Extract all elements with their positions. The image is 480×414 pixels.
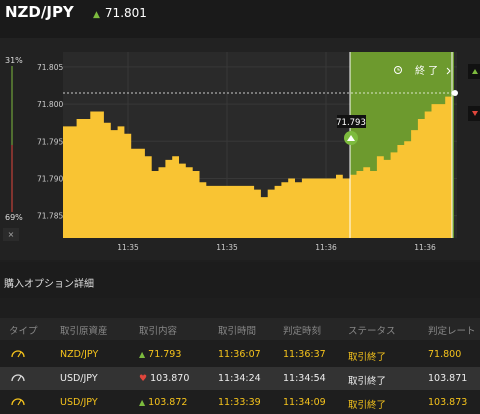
col-asset: 取引原資産	[60, 326, 108, 337]
row-pair: NZD/JPY	[60, 349, 99, 360]
col-content: 取引内容	[139, 326, 178, 337]
row-content: ♥ 103.870	[139, 373, 189, 384]
live-rate: ▲ 71.801	[93, 6, 147, 20]
row-content: ▲ 103.872	[139, 397, 187, 408]
gauge-icon	[11, 374, 25, 382]
row-trade-time: 11:33:39	[218, 397, 261, 408]
gauge-icon	[11, 398, 25, 406]
col-type: タイプ	[9, 326, 38, 337]
col-judge-rate: 判定レート	[428, 326, 476, 337]
table-row[interactable]: NZD/JPY ▲ 71.793 11:36:07 11:36:37 取引終了 7…	[0, 343, 480, 366]
row-trade-time: 11:34:24	[218, 373, 261, 384]
row-status: 取引終了	[348, 352, 387, 363]
x-tick-label: 11:35	[216, 243, 238, 252]
close-chart-button[interactable]: ×	[3, 228, 19, 241]
col-trade-time: 取引時間	[218, 326, 257, 337]
chevron-right-icon	[446, 67, 451, 75]
row-judge-rate: 103.871	[428, 373, 468, 384]
x-tick-label: 11:36	[315, 243, 337, 252]
row-judge-time: 11:34:09	[283, 397, 326, 408]
section-header: 購入オプション詳細	[0, 262, 480, 298]
x-axis: 11:35 11:35 11:36 11:36	[117, 243, 436, 252]
row-judge-time: 11:34:54	[283, 373, 326, 384]
table-row[interactable]: USD/JPY ♥ 103.870 11:34:24 11:34:54 取引終了 …	[0, 367, 480, 390]
header-bar: NZD/JPY ▲ 71.801	[0, 0, 480, 38]
y-tick-label: 71.805	[37, 63, 63, 72]
put-arrow-icon	[472, 111, 478, 116]
up-arrow-icon: ▲	[139, 398, 146, 407]
col-judge-time: 判定時刻	[283, 326, 322, 337]
row-rate: 71.793	[148, 349, 182, 360]
y-tick-label: 71.790	[37, 174, 63, 183]
row-rate: 103.872	[148, 397, 188, 408]
row-trade-time: 11:36:07	[218, 349, 261, 360]
live-rate-value: 71.801	[104, 6, 147, 20]
call-arrow-icon	[472, 69, 478, 74]
row-rate: 103.870	[150, 373, 190, 384]
up-arrow-icon: ▲	[139, 350, 146, 359]
row-pair: USD/JPY	[60, 397, 98, 408]
x-tick-label: 11:36	[414, 243, 436, 252]
row-content: ▲ 71.793	[139, 349, 181, 360]
row-judge-rate: 103.873	[428, 397, 468, 408]
row-judge-time: 11:36:37	[283, 349, 326, 360]
table-row[interactable]: USD/JPY ▲ 103.872 11:33:39 11:34:09 取引終了 …	[0, 391, 480, 414]
ratio-low: 69%	[5, 213, 23, 222]
col-status: ステータス	[348, 326, 396, 337]
entry-rate-label: 71.793	[336, 118, 366, 128]
y-tick-label: 71.795	[37, 137, 63, 146]
end-label: 終 了	[415, 64, 438, 77]
ratio-high: 31%	[5, 56, 23, 65]
y-tick-label: 71.785	[37, 212, 63, 221]
table-header: タイプ 取引原資産 取引内容 取引時間 判定時刻 ステータス 判定レート	[0, 318, 480, 340]
x-tick-label: 11:35	[117, 243, 139, 252]
current-rate-dot	[452, 90, 458, 96]
entry-rate-tag	[337, 115, 366, 128]
row-judge-rate: 71.800	[428, 349, 462, 360]
row-status: 取引終了	[348, 400, 387, 411]
row-pair: USD/JPY	[60, 373, 98, 384]
y-tick-label: 71.800	[37, 100, 63, 109]
section-title: 購入オプション詳細	[4, 279, 94, 290]
y-axis: 71.805 71.800 71.795 71.790 71.785	[37, 63, 63, 221]
up-arrow-icon: ▲	[93, 10, 100, 20]
price-area	[63, 96, 452, 238]
clock-icon	[394, 66, 402, 74]
gauge-icon	[11, 350, 25, 358]
entry-up-icon	[347, 135, 355, 141]
down-arrow-icon: ♥	[139, 374, 148, 384]
row-status: 取引終了	[348, 376, 387, 387]
currency-pair-title: NZD/JPY	[5, 3, 74, 21]
